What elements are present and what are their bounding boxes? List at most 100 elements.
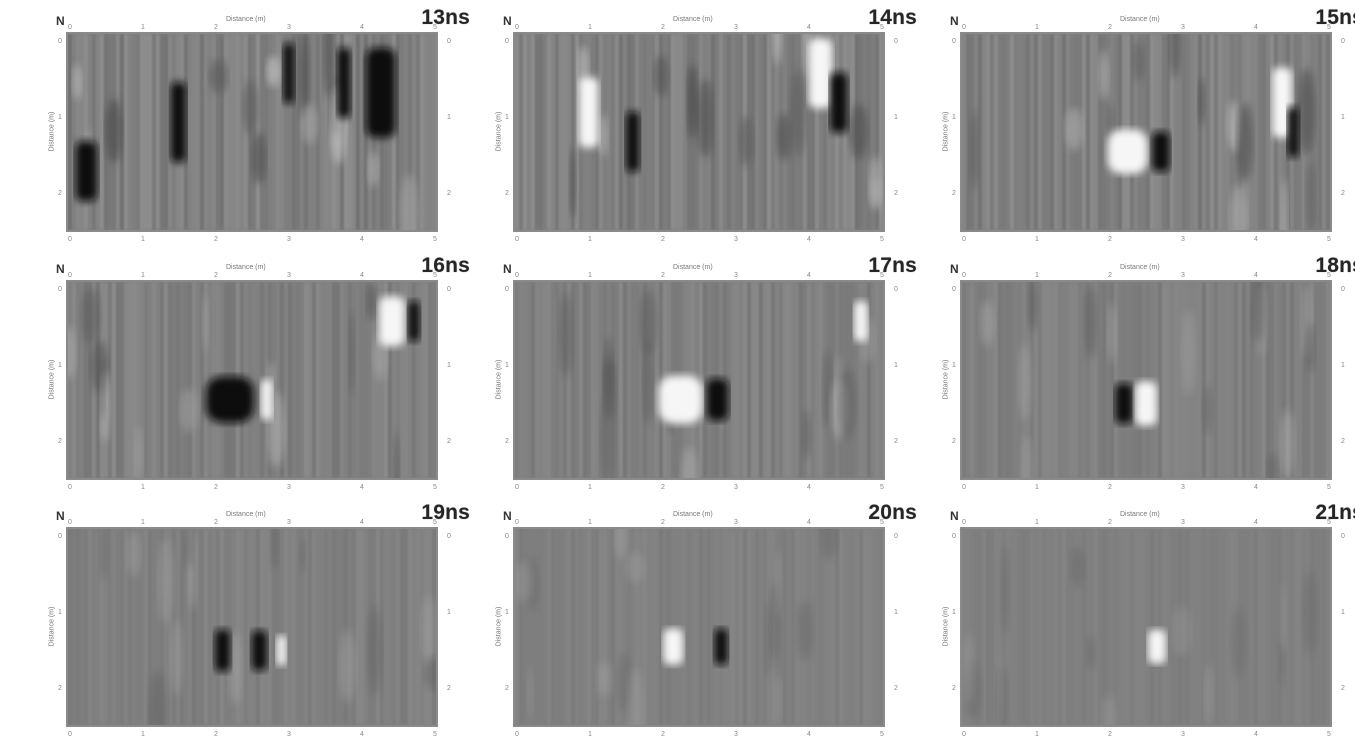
time-slice-panel: N Distance (m) 13ns Distance (m) 0 1 2 3 4 5 0 1 2 3 4… xyxy=(49,6,476,243)
x-tick-label-top: 5 xyxy=(1327,272,1331,279)
x-tick-label-top: 3 xyxy=(734,519,738,526)
y-tick-label: 2 xyxy=(58,190,62,197)
x-tick-label-top: 0 xyxy=(962,272,966,279)
x-tick-label-top: 0 xyxy=(515,24,519,31)
y-tick-label: 2 xyxy=(58,438,62,445)
x-tick-label: 4 xyxy=(1254,484,1258,491)
x-axis-label: Distance (m) xyxy=(226,264,266,271)
x-tick-label-top: 5 xyxy=(433,272,437,279)
x-tick-label: 3 xyxy=(287,484,291,491)
y-tick-label-right: 0 xyxy=(1341,286,1345,293)
y-tick-label-right: 2 xyxy=(894,190,898,197)
y-tick-label: 0 xyxy=(952,533,956,540)
x-tick-label: 5 xyxy=(880,236,884,243)
x-tick-label-top: 4 xyxy=(360,519,364,526)
time-slice-label: 14ns xyxy=(868,6,917,29)
x-tick-label-top: 1 xyxy=(588,519,592,526)
y-tick-label: 1 xyxy=(505,609,509,616)
north-arrow-icon: N xyxy=(56,14,65,28)
x-tick-label: 5 xyxy=(880,484,884,491)
x-axis-label: Distance (m) xyxy=(673,16,713,23)
x-tick-label-top: 1 xyxy=(1035,272,1039,279)
y-tick-label: 2 xyxy=(952,190,956,197)
y-tick-label-right: 0 xyxy=(1341,533,1345,540)
y-tick-label: 2 xyxy=(952,685,956,692)
time-slice-panel: N Distance (m) 19ns Distance (m) 0 1 2 3 4 5 0 1 2 3 4… xyxy=(49,501,476,738)
x-tick-label: 4 xyxy=(360,484,364,491)
x-tick-label-top: 5 xyxy=(433,519,437,526)
x-tick-label: 3 xyxy=(734,484,738,491)
x-tick-label-top: 4 xyxy=(1254,272,1258,279)
time-slice-label: 17ns xyxy=(868,254,917,277)
x-tick-label-top: 3 xyxy=(734,24,738,31)
y-tick-label: 0 xyxy=(58,38,62,45)
time-slice-label: 15ns xyxy=(1315,6,1355,29)
x-tick-label: 0 xyxy=(515,484,519,491)
y-tick-label-right: 0 xyxy=(894,286,898,293)
x-tick-label: 1 xyxy=(1035,484,1039,491)
x-axis-label: Distance (m) xyxy=(1120,264,1160,271)
x-tick-label-top: 3 xyxy=(1181,272,1185,279)
time-slice-panel: N Distance (m) 17ns Distance (m) 0 1 2 3 4 5 0 1 2 3 4… xyxy=(496,254,923,491)
x-tick-label-top: 1 xyxy=(588,272,592,279)
x-tick-label-top: 3 xyxy=(287,519,291,526)
north-arrow-icon: N xyxy=(56,509,65,523)
x-tick-label: 0 xyxy=(68,484,72,491)
x-tick-label: 1 xyxy=(588,484,592,491)
x-tick-label-top: 4 xyxy=(360,272,364,279)
gpr-amplitude-map xyxy=(513,527,885,727)
x-tick-label-top: 1 xyxy=(1035,24,1039,31)
x-tick-label-top: 0 xyxy=(962,24,966,31)
y-tick-label-right: 1 xyxy=(1341,362,1345,369)
y-tick-label: 2 xyxy=(505,438,509,445)
x-tick-label-top: 0 xyxy=(515,519,519,526)
x-tick-label: 3 xyxy=(1181,484,1185,491)
y-tick-label: 1 xyxy=(952,114,956,121)
x-tick-label: 2 xyxy=(661,236,665,243)
y-tick-label: 2 xyxy=(505,685,509,692)
x-tick-label-top: 0 xyxy=(962,519,966,526)
y-tick-label: 0 xyxy=(505,286,509,293)
y-tick-label-right: 2 xyxy=(1341,190,1345,197)
x-tick-label: 3 xyxy=(1181,236,1185,243)
x-tick-label: 3 xyxy=(287,236,291,243)
x-tick-label-top: 0 xyxy=(68,24,72,31)
x-tick-label-top: 2 xyxy=(214,272,218,279)
y-tick-label-right: 0 xyxy=(1341,38,1345,45)
x-tick-label-top: 2 xyxy=(661,24,665,31)
time-slice-label: 20ns xyxy=(868,501,917,524)
x-tick-label-top: 4 xyxy=(1254,24,1258,31)
time-slice-panel: N Distance (m) 14ns Distance (m) 0 1 2 3 4 5 0 1 2 3 4… xyxy=(496,6,923,243)
x-tick-label-top: 3 xyxy=(734,272,738,279)
x-tick-label-top: 1 xyxy=(141,24,145,31)
x-tick-label: 5 xyxy=(1327,484,1331,491)
x-tick-label: 5 xyxy=(1327,236,1331,243)
x-tick-label-top: 2 xyxy=(661,519,665,526)
y-tick-label-right: 2 xyxy=(447,685,451,692)
north-arrow-icon: N xyxy=(503,509,512,523)
gpr-amplitude-map xyxy=(513,280,885,480)
x-tick-label: 4 xyxy=(807,236,811,243)
y-axis-label: Distance (m) xyxy=(48,111,56,152)
x-tick-label: 1 xyxy=(141,484,145,491)
x-axis-label: Distance (m) xyxy=(226,16,266,23)
x-tick-label: 2 xyxy=(661,484,665,491)
y-axis-label: Distance (m) xyxy=(495,111,503,152)
x-tick-label-top: 2 xyxy=(661,272,665,279)
gpr-amplitude-map xyxy=(66,32,438,232)
x-tick-label: 5 xyxy=(433,236,437,243)
x-tick-label-top: 3 xyxy=(287,272,291,279)
x-tick-label: 1 xyxy=(1035,236,1039,243)
x-tick-label: 2 xyxy=(1108,484,1112,491)
x-tick-label-top: 3 xyxy=(1181,519,1185,526)
y-tick-label: 0 xyxy=(58,286,62,293)
x-axis-label: Distance (m) xyxy=(1120,16,1160,23)
x-tick-label-top: 1 xyxy=(1035,519,1039,526)
x-tick-label-top: 5 xyxy=(1327,519,1331,526)
north-arrow-icon: N xyxy=(56,262,65,276)
y-tick-label: 2 xyxy=(58,685,62,692)
y-tick-label-right: 1 xyxy=(447,609,451,616)
x-tick-label: 4 xyxy=(1254,236,1258,243)
